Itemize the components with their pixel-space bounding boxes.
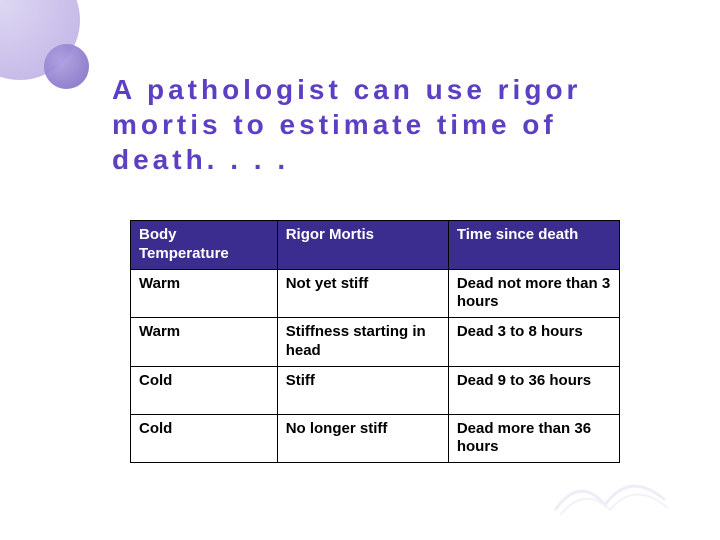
cell-body-temp: Cold <box>131 366 278 414</box>
cell-time: Dead not more than 3 hours <box>448 269 619 318</box>
cell-rigor: Stiff <box>277 366 448 414</box>
table-header-row: Body Temperature Rigor Mortis Time since… <box>131 221 620 270</box>
col-header-body-temp: Body Temperature <box>131 221 278 270</box>
cell-time: Dead more than 36 hours <box>448 414 619 463</box>
cell-time: Dead 3 to 8 hours <box>448 318 619 367</box>
cell-rigor: Stiffness starting in head <box>277 318 448 367</box>
col-header-rigor: Rigor Mortis <box>277 221 448 270</box>
table-row: Warm Not yet stiff Dead not more than 3 … <box>131 269 620 318</box>
slide-title: A pathologist can use rigor mortis to es… <box>112 72 612 177</box>
cell-rigor: Not yet stiff <box>277 269 448 318</box>
rigor-mortis-table: Body Temperature Rigor Mortis Time since… <box>130 220 620 463</box>
decor-corner-art <box>550 460 670 520</box>
cell-body-temp: Cold <box>131 414 278 463</box>
cell-body-temp: Warm <box>131 318 278 367</box>
decor-circle-small <box>44 44 89 89</box>
table-row: Cold No longer stiff Dead more than 36 h… <box>131 414 620 463</box>
cell-rigor: No longer stiff <box>277 414 448 463</box>
cell-time: Dead 9 to 36 hours <box>448 366 619 414</box>
table-row: Cold Stiff Dead 9 to 36 hours <box>131 366 620 414</box>
table-row: Warm Stiffness starting in head Dead 3 t… <box>131 318 620 367</box>
cell-body-temp: Warm <box>131 269 278 318</box>
col-header-time: Time since death <box>448 221 619 270</box>
